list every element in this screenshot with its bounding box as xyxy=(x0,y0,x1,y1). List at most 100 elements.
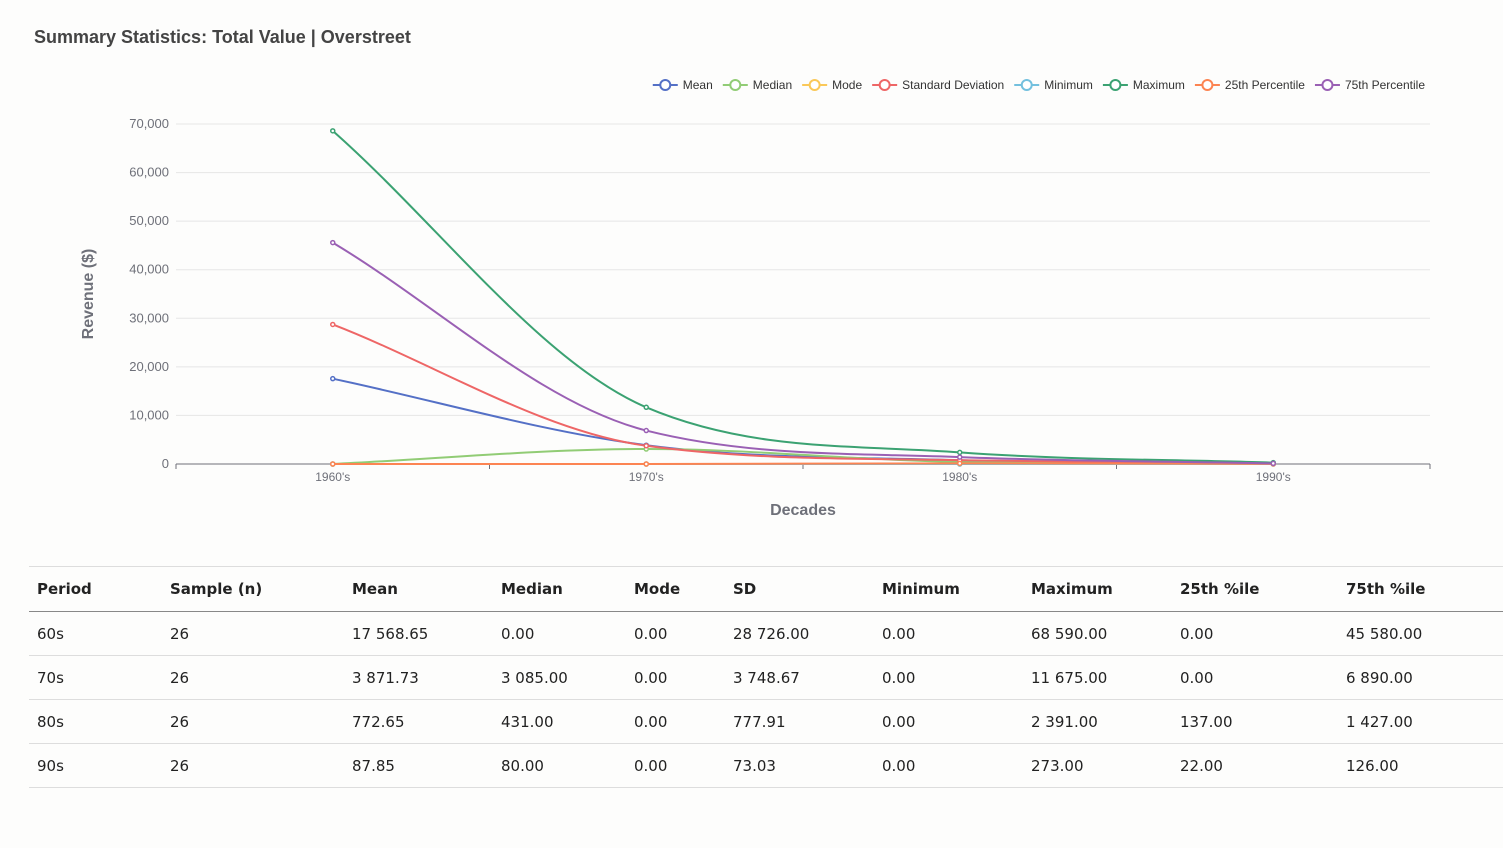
cell-mode: 0.00 xyxy=(626,655,725,700)
x-tick-label: 1980's xyxy=(942,470,977,484)
header-25th: 25th %ile xyxy=(1172,566,1338,612)
cell-mean: 3 871.73 xyxy=(344,655,493,700)
data-point-25th-percentile xyxy=(643,461,649,467)
cell-maximum: 2 391.00 xyxy=(1023,699,1172,744)
header-75th: 75th %ile xyxy=(1338,566,1503,612)
y-axis-title: Revenue ($) xyxy=(80,249,97,340)
series-line-75th-percentile xyxy=(332,241,1274,465)
header-mean: Mean xyxy=(344,566,493,612)
cell-sample: 26 xyxy=(162,655,344,700)
cell-25th: 0.00 xyxy=(1172,655,1338,700)
header-minimum: Minimum xyxy=(874,566,1023,612)
cell-mean: 772.65 xyxy=(344,699,493,744)
data-point-75th-percentile xyxy=(643,427,649,434)
y-tick-label: 20,000 xyxy=(129,359,169,374)
data-point-maximum xyxy=(330,128,336,134)
cell-sample: 26 xyxy=(162,699,344,744)
legend-swatch-marker xyxy=(1201,79,1214,91)
legend-label: Maximum xyxy=(1133,78,1185,92)
legend-label: Mean xyxy=(683,78,713,92)
legend-swatch-marker xyxy=(878,79,891,91)
legend-swatch-marker xyxy=(1321,79,1334,91)
legend-item-standard-deviation: Standard Deviation xyxy=(872,78,1004,92)
data-point-maximum xyxy=(957,449,963,456)
cell-75th: 45 580.00 xyxy=(1338,611,1503,656)
header-period: Period xyxy=(29,566,162,612)
legend-label: 75th Percentile xyxy=(1345,78,1425,92)
cell-period: 80s xyxy=(29,699,162,744)
header-median: Median xyxy=(493,566,626,612)
y-tick-label: 60,000 xyxy=(129,165,169,180)
series-line-standard-deviation xyxy=(332,323,1274,465)
summary-table-container: Period Sample (n) Mean Median Mode SD Mi… xyxy=(29,566,1503,788)
cell-minimum: 0.00 xyxy=(874,743,1023,788)
series-line-mean xyxy=(332,377,1274,465)
cell-mode: 0.00 xyxy=(626,743,725,788)
table-row: 60s 26 17 568.65 0.00 0.00 28 726.00 0.0… xyxy=(29,611,1503,656)
y-tick-label: 30,000 xyxy=(129,310,169,325)
y-tick-label: 0 xyxy=(162,456,169,471)
summary-table: Period Sample (n) Mean Median Mode SD Mi… xyxy=(29,566,1503,788)
cell-75th: 6 890.00 xyxy=(1338,655,1503,700)
data-point-25th-percentile xyxy=(957,460,963,467)
x-tick-label: 1970's xyxy=(629,470,664,484)
x-axis-title: Decades xyxy=(770,502,836,519)
x-tick-label: 1960's xyxy=(315,470,350,484)
legend-label: Mode xyxy=(832,78,862,92)
cell-period: 60s xyxy=(29,611,162,656)
y-tick-label: 50,000 xyxy=(129,213,169,228)
legend-item-75th-percentile: 75th Percentile xyxy=(1314,78,1425,92)
y-tick-label: 10,000 xyxy=(129,407,169,422)
header-mode: Mode xyxy=(626,566,725,612)
header-maximum: Maximum xyxy=(1023,566,1172,612)
cell-mode: 0.00 xyxy=(626,699,725,744)
series-line-maximum xyxy=(332,130,1274,464)
cell-sd: 73.03 xyxy=(725,743,874,788)
legend-swatch-marker xyxy=(729,79,742,91)
cell-25th: 0.00 xyxy=(1172,611,1338,656)
cell-minimum: 0.00 xyxy=(874,611,1023,656)
cell-sd: 28 726.00 xyxy=(725,611,874,656)
legend-item-maximum: Maximum xyxy=(1102,78,1185,92)
legend-item-25th-percentile: 25th Percentile xyxy=(1194,78,1305,92)
legend-label: 25th Percentile xyxy=(1225,78,1305,92)
cell-sd: 777.91 xyxy=(725,699,874,744)
cell-25th: 137.00 xyxy=(1172,699,1338,744)
legend-item-median: Median xyxy=(722,78,792,92)
data-point-maximum xyxy=(643,404,649,411)
header-sd: SD xyxy=(725,566,874,612)
data-point-mean xyxy=(330,375,336,382)
legend-swatch-marker xyxy=(1109,79,1122,91)
table-header-row: Period Sample (n) Mean Median Mode SD Mi… xyxy=(29,566,1503,612)
table-row: 80s 26 772.65 431.00 0.00 777.91 0.00 2 … xyxy=(29,699,1503,744)
cell-sd: 3 748.67 xyxy=(725,655,874,700)
legend-label: Median xyxy=(753,78,792,92)
data-point-25th-percentile xyxy=(330,461,336,467)
cell-sample: 26 xyxy=(162,743,344,788)
cell-median: 431.00 xyxy=(493,699,626,744)
data-point-standard-deviation xyxy=(330,321,336,328)
cell-median: 3 085.00 xyxy=(493,655,626,700)
cell-mean: 17 568.65 xyxy=(344,611,493,656)
cell-minimum: 0.00 xyxy=(874,655,1023,700)
y-tick-label: 70,000 xyxy=(129,116,169,131)
x-tick-label: 1990's xyxy=(1256,470,1291,484)
cell-75th: 126.00 xyxy=(1338,743,1503,788)
legend-item-minimum: Minimum xyxy=(1014,78,1093,92)
legend-swatch-marker xyxy=(659,79,672,91)
table-row: 70s 26 3 871.73 3 085.00 0.00 3 748.67 0… xyxy=(29,655,1503,700)
legend-label: Standard Deviation xyxy=(902,78,1004,92)
data-point-75th-percentile xyxy=(330,239,336,246)
cell-sample: 26 xyxy=(162,611,344,656)
cell-minimum: 0.00 xyxy=(874,699,1023,744)
cell-period: 70s xyxy=(29,655,162,700)
table-row: 90s 26 87.85 80.00 0.00 73.03 0.00 273.0… xyxy=(29,743,1503,788)
data-point-75th-percentile xyxy=(1270,460,1276,467)
series-line-25th-percentile xyxy=(332,462,1274,466)
cell-25th: 22.00 xyxy=(1172,743,1338,788)
header-sample: Sample (n) xyxy=(162,566,344,612)
legend-swatch-marker xyxy=(1020,79,1033,91)
legend-item-mode: Mode xyxy=(802,78,862,92)
page-title: Summary Statistics: Total Value | Overst… xyxy=(34,27,411,47)
cell-maximum: 273.00 xyxy=(1023,743,1172,788)
